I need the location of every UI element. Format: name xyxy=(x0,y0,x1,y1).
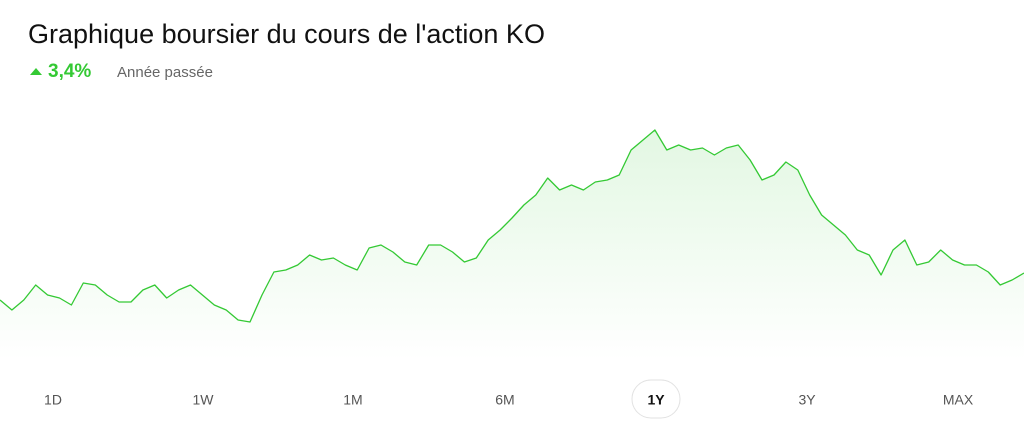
range-button[interactable]: 1M xyxy=(343,392,362,408)
range-button[interactable]: 6M xyxy=(495,392,514,408)
period-label: Année passée xyxy=(117,64,213,81)
range-button[interactable]: 3Y xyxy=(798,392,816,408)
area-fill xyxy=(0,130,1024,360)
range-button[interactable]: 1Y xyxy=(647,392,665,408)
range-button[interactable]: 1W xyxy=(193,392,215,408)
up-arrow xyxy=(30,68,42,75)
range-button[interactable]: MAX xyxy=(943,392,974,408)
price-line xyxy=(0,129,1024,323)
range-button[interactable]: 1D xyxy=(44,392,62,408)
chart-title: Graphique boursier du cours de l'action … xyxy=(28,19,545,49)
change-value: 3,4% xyxy=(48,61,91,82)
range-selected-bg xyxy=(631,379,681,419)
